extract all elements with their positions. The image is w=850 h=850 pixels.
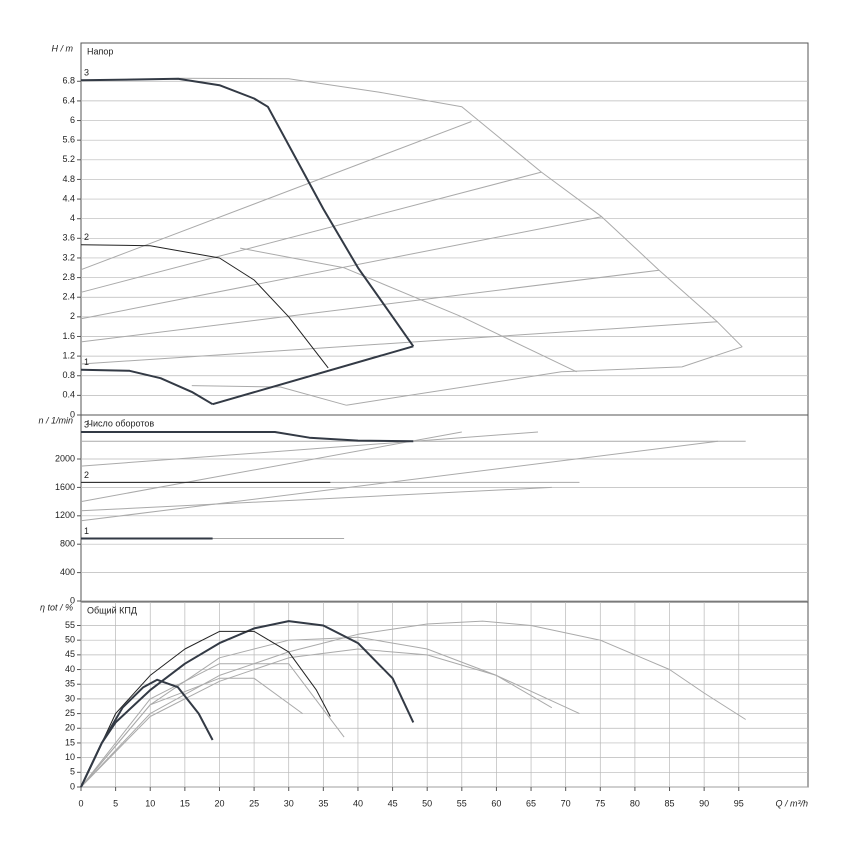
x-tick-label: 40 [353, 798, 363, 808]
y-tick-label: 6.4 [62, 95, 75, 105]
curve [81, 431, 414, 443]
y-tick-label: 2 [70, 311, 75, 321]
x-tick-label: 80 [630, 798, 640, 808]
x-tick-label: 65 [526, 798, 536, 808]
y-axis-label: H / m [52, 43, 74, 53]
y-tick-label: 2000 [55, 453, 75, 463]
curve [346, 346, 743, 406]
y-tick-label: 800 [60, 539, 75, 549]
y-tick-label: 6 [70, 115, 75, 125]
curve [80, 677, 303, 788]
curve [80, 171, 542, 293]
y-tick-label: 3.2 [62, 252, 75, 262]
curve [80, 486, 552, 512]
x-tick-label: 10 [145, 798, 155, 808]
x-tick-label: 55 [457, 798, 467, 808]
y-tick-label: 4 [70, 213, 75, 223]
y-axis-label: n / 1/min [38, 415, 73, 425]
panel-frame [80, 601, 809, 788]
curve [80, 431, 462, 503]
curve [80, 663, 345, 788]
x-tick-label: 70 [561, 798, 571, 808]
y-tick-label: 50 [65, 635, 75, 645]
y-tick-label: 1600 [55, 482, 75, 492]
panel-title: Число оборотов [87, 418, 154, 428]
panel-title: Общий КПД [87, 605, 137, 615]
curve [80, 636, 553, 788]
y-tick-label: 1.6 [62, 331, 75, 341]
curve [80, 440, 719, 522]
x-tick-label: 30 [284, 798, 294, 808]
panel-title: Напор [87, 46, 113, 56]
y-tick-label: 35 [65, 679, 75, 689]
curve [80, 121, 472, 271]
curve-label: 1 [84, 357, 89, 367]
x-tick-label: 95 [734, 798, 744, 808]
y-tick-label: 55 [65, 620, 75, 630]
curve-label: 2 [84, 232, 89, 242]
curve [240, 247, 577, 373]
curve [80, 678, 214, 788]
x-axis-label: Q / m³/h [775, 798, 808, 808]
y-tick-label: 0.8 [62, 370, 75, 380]
curve [80, 216, 602, 320]
curve [80, 77, 415, 347]
x-tick-label: 60 [491, 798, 501, 808]
y-tick-label: 5 [70, 767, 75, 777]
curve [80, 620, 746, 788]
curve [80, 630, 331, 788]
y-tick-label: 20 [65, 723, 75, 733]
x-tick-label: 5 [113, 798, 118, 808]
x-tick-label: 15 [180, 798, 190, 808]
y-tick-label: 1200 [55, 510, 75, 520]
x-tick-label: 0 [78, 798, 83, 808]
y-tick-label: 5.6 [62, 135, 75, 145]
y-tick-label: 2.8 [62, 272, 75, 282]
curve [80, 244, 329, 369]
x-tick-label: 90 [699, 798, 709, 808]
x-tick-label: 75 [595, 798, 605, 808]
curve [212, 345, 414, 406]
curve-label: 1 [84, 526, 89, 536]
y-tick-label: 0 [70, 409, 75, 419]
x-tick-label: 45 [388, 798, 398, 808]
panel-frame [80, 42, 809, 416]
y-tick-label: 6.8 [62, 76, 75, 86]
y-tick-label: 45 [65, 649, 75, 659]
panel-frame [80, 414, 809, 602]
y-tick-label: 10 [65, 752, 75, 762]
curve [177, 77, 743, 348]
y-tick-label: 4.4 [62, 193, 75, 203]
curve-label: 3 [84, 68, 89, 78]
curve [80, 269, 660, 343]
y-tick-label: 15 [65, 737, 75, 747]
curve [191, 385, 347, 406]
curve [80, 368, 214, 406]
y-tick-label: 0 [70, 781, 75, 791]
x-tick-label: 85 [665, 798, 675, 808]
y-tick-label: 0 [70, 595, 75, 605]
y-axis-label: η tot / % [40, 602, 73, 612]
y-tick-label: 400 [60, 567, 75, 577]
curve [80, 648, 580, 788]
y-tick-label: 5.2 [62, 154, 75, 164]
x-tick-label: 35 [318, 798, 328, 808]
y-tick-label: 3.6 [62, 233, 75, 243]
y-tick-label: 4.8 [62, 174, 75, 184]
y-tick-label: 40 [65, 664, 75, 674]
y-tick-label: 30 [65, 693, 75, 703]
y-tick-label: 1.2 [62, 350, 75, 360]
curve [80, 620, 415, 788]
curve [80, 431, 539, 467]
curve-label: 2 [84, 470, 89, 480]
x-tick-label: 50 [422, 798, 432, 808]
y-tick-label: 0.4 [62, 390, 75, 400]
x-tick-label: 25 [249, 798, 259, 808]
y-tick-label: 2.4 [62, 292, 75, 302]
curve [80, 321, 718, 365]
y-tick-label: 25 [65, 708, 75, 718]
curve-label: 3 [84, 419, 89, 429]
x-tick-label: 20 [214, 798, 224, 808]
